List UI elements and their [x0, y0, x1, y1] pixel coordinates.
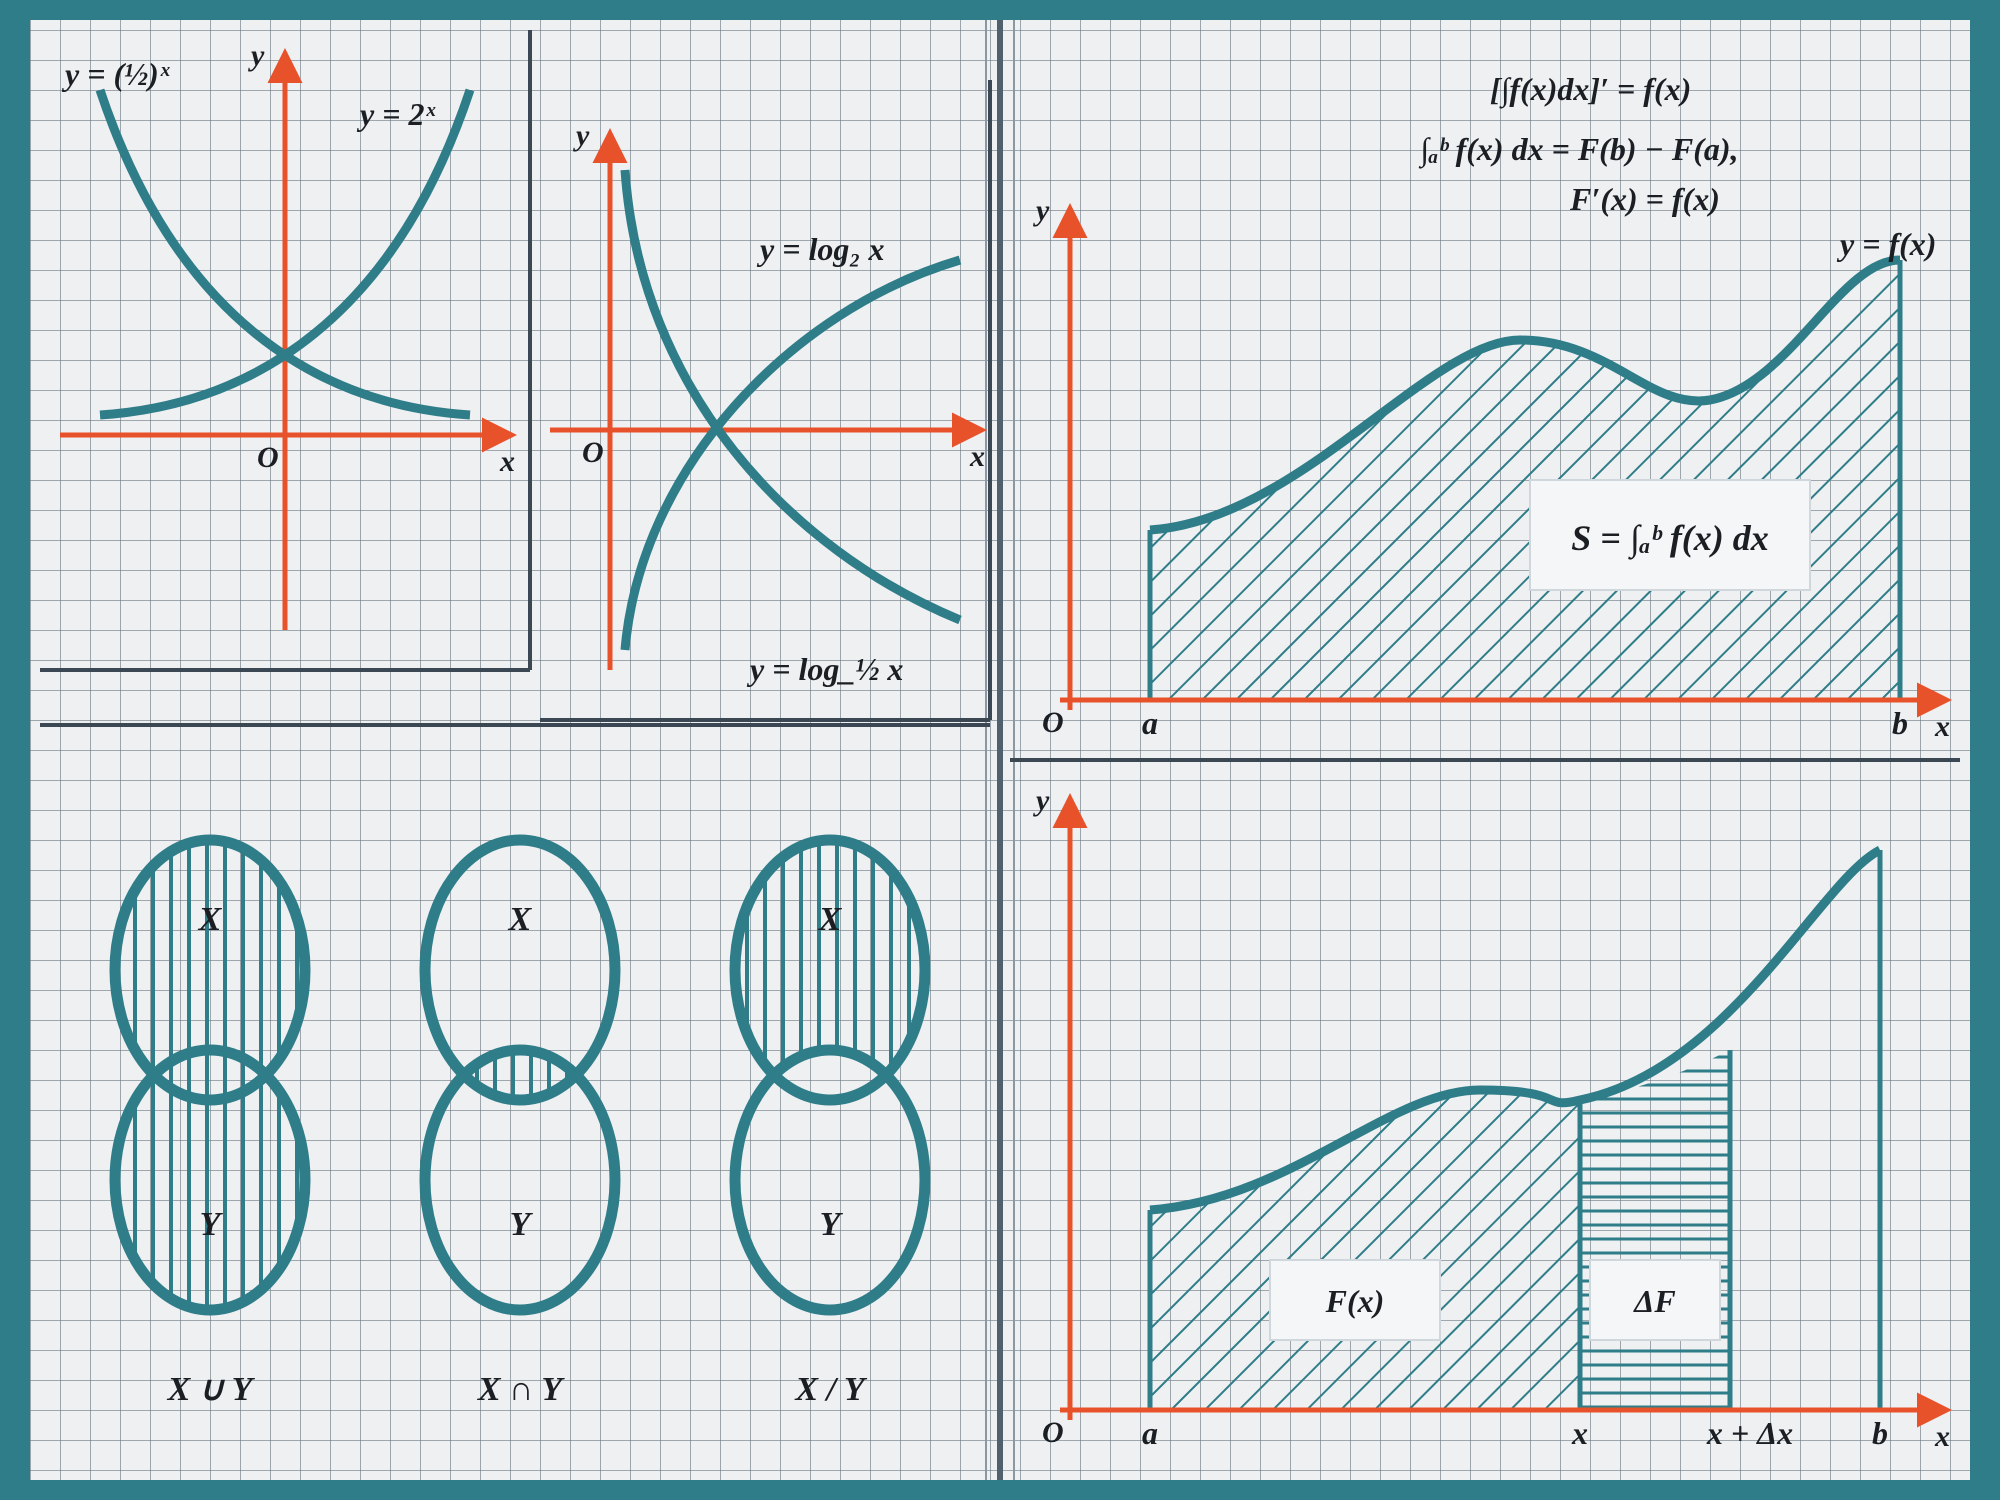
origin-label: O	[257, 441, 279, 474]
dF-label: ΔF	[1632, 1283, 1675, 1319]
venn-x-label: X	[508, 901, 533, 938]
x-axis-label: x	[1934, 710, 1950, 743]
venn-caption: X / Y	[794, 1371, 868, 1408]
origin-label: O	[1042, 706, 1064, 739]
venn-y-label: Y	[510, 1206, 534, 1243]
x-axis-label: x	[499, 445, 515, 478]
venn-x-label: X	[818, 901, 843, 938]
x-axis-label: x	[1934, 1420, 1950, 1453]
stage: Ox y y = (½)ˣ y = 2ˣ Ox y y = log₂ x y = log_½ …	[0, 0, 2000, 1500]
x-axis-label: x	[969, 440, 985, 473]
venn-y-label: Y	[200, 1206, 224, 1243]
y-axis-label: y	[1033, 784, 1050, 817]
dF-area	[1580, 1050, 1730, 1410]
a-label-2: a	[1142, 1415, 1158, 1451]
yfx-label: y = f(x)	[1836, 226, 1936, 262]
root-svg: Ox y y = (½)ˣ y = 2ˣ Ox y y = log₂ x y = log_½ …	[0, 0, 2000, 1500]
b-label-2: b	[1872, 1415, 1888, 1451]
formula-2: ∫ₐᵇ f(x) dx = F(b) − F(a),	[1418, 131, 1739, 169]
label-exp-right: y = 2ˣ	[356, 96, 435, 132]
label-loghalf: y = log_½ x	[746, 651, 903, 687]
venn-x-label: X	[198, 901, 223, 938]
formula-3: F′(x) = f(x)	[1569, 181, 1720, 217]
s-formula: S = ∫ₐᵇ f(x) dx	[1571, 518, 1769, 560]
label-exp-left: y = (½)ˣ	[61, 56, 170, 92]
venn-caption: X ∩ Y	[477, 1371, 566, 1408]
y-axis-label: y	[1033, 194, 1050, 227]
xdx-label: x + Δx	[1706, 1415, 1793, 1451]
venn-caption: X ∪ Y	[167, 1371, 256, 1408]
y-axis-label: y	[573, 119, 590, 152]
y-axis-label: y	[248, 39, 265, 72]
paper: Ox y y = (½)ˣ y = 2ˣ Ox y y = log₂ x y = log_½ …	[30, 20, 1970, 1480]
origin-label: O	[1042, 1416, 1064, 1449]
label-log2: y = log₂ x	[756, 231, 884, 267]
origin-label: O	[582, 436, 604, 469]
x-label-2: x	[1571, 1415, 1588, 1451]
venn-y-label: Y	[820, 1206, 844, 1243]
b-label: b	[1892, 705, 1908, 741]
formula-1: [∫f(x)dx]′ = f(x)	[1490, 71, 1691, 109]
Fx-label: F(x)	[1325, 1283, 1385, 1319]
a-label: a	[1142, 705, 1158, 741]
